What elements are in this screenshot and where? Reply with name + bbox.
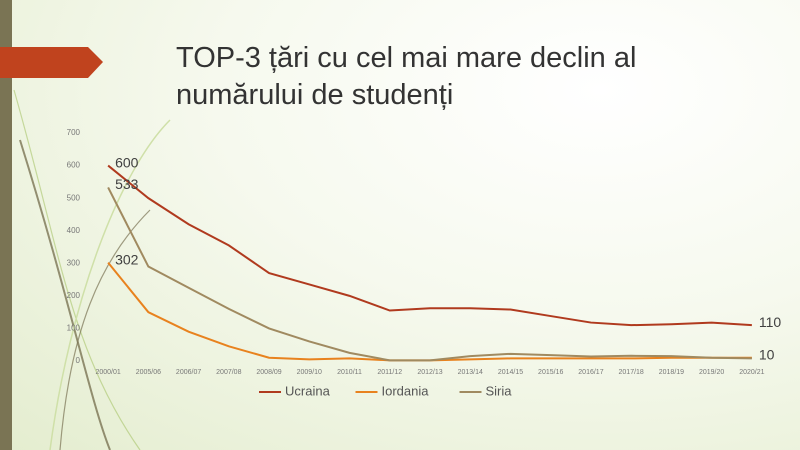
x-tick-label: 2010/11 — [337, 369, 362, 376]
x-tick-label: 2007/08 — [216, 369, 241, 376]
data-label: 10 — [759, 346, 775, 362]
y-tick-label: 300 — [67, 258, 81, 267]
y-tick-label: 400 — [67, 226, 81, 235]
x-tick-label: 2005/06 — [136, 369, 161, 376]
x-tick-label: 2016/17 — [578, 369, 603, 376]
x-tick-label: 2014/15 — [498, 369, 523, 376]
line-series — [107, 262, 752, 362]
data-label: 533 — [115, 176, 139, 192]
y-tick-label: 0 — [76, 356, 81, 365]
x-tick-label: 2009/10 — [297, 369, 322, 376]
decor-curve — [19, 139, 111, 450]
side-bar — [0, 0, 12, 450]
data-label: 600 — [115, 154, 139, 170]
y-tick-label: 200 — [67, 291, 81, 300]
data-label: 302 — [115, 251, 139, 267]
line-series — [107, 164, 752, 327]
x-tick-label: 2017/18 — [619, 369, 644, 376]
title-banner — [0, 47, 103, 78]
x-tick-label: 2006/07 — [176, 369, 201, 376]
x-tick-label: 2015/16 — [538, 369, 563, 376]
line-series — [107, 186, 752, 362]
decor-curve — [13, 89, 141, 450]
x-tick-label: 2000/01 — [95, 369, 120, 376]
x-tick-label: 2020/21 — [739, 369, 764, 376]
decor-curve — [49, 119, 171, 450]
x-tick-label: 2012/13 — [417, 369, 442, 376]
chart-title: TOP-3 țări cu cel mai mare declin al num… — [176, 42, 637, 111]
legend-label: Iordania — [382, 383, 430, 398]
legend-label: Ucraina — [285, 383, 331, 398]
y-tick-label: 600 — [67, 161, 81, 170]
y-tick-label: 100 — [67, 324, 81, 333]
y-tick-label: 500 — [67, 193, 81, 202]
x-tick-label: 2018/19 — [659, 369, 684, 376]
legend-label: Siria — [486, 383, 513, 398]
decor-curve — [59, 209, 151, 450]
x-tick-label: 2019/20 — [699, 369, 724, 376]
x-tick-label: 2013/14 — [458, 369, 483, 376]
data-label: 110 — [759, 314, 782, 330]
x-tick-label: 2011/12 — [377, 369, 402, 376]
y-tick-label: 700 — [67, 128, 81, 137]
x-tick-label: 2008/09 — [256, 369, 281, 376]
